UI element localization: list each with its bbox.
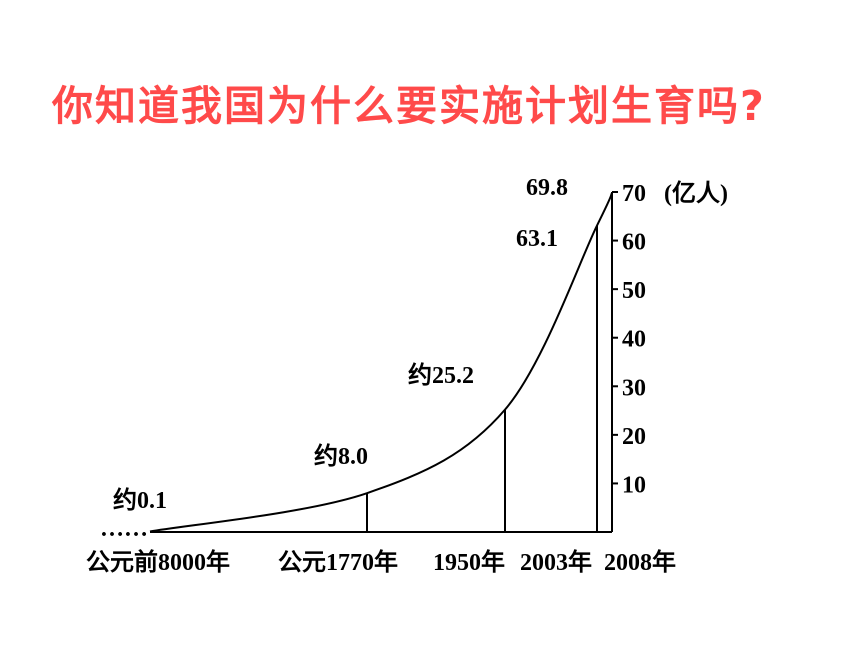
- point-label: 约0.1: [113, 486, 167, 514]
- y-tick-label: 60: [622, 230, 646, 256]
- point-label: 约25.2: [408, 361, 474, 389]
- point-label: 63.1: [516, 226, 558, 252]
- point-label: 69.8: [526, 175, 568, 201]
- y-tick-label: 50: [622, 278, 646, 304]
- page-title: 你知道我国为什么要实施计划生育吗?: [52, 82, 766, 130]
- x-tick-label: 公元前8000年: [86, 548, 230, 576]
- y-tick-label: 10: [622, 472, 646, 498]
- x-tick-labels: 公元前8000年 公元1770年 1950年 2003年 2008年: [86, 548, 676, 576]
- y-axis: 10 20 30 40 50 60 70 (亿人): [611, 180, 728, 532]
- point-label: 约8.0: [314, 442, 368, 470]
- point-labels: 约0.1 约8.0 约25.2 63.1 69.8: [113, 175, 568, 514]
- x-tick-label: 2008年: [604, 548, 676, 576]
- population-curve: [149, 192, 613, 533]
- x-tick-label: 1950年: [433, 548, 505, 576]
- y-ticks: 10 20 30 40 50 60 70: [612, 181, 646, 498]
- y-tick-label: 20: [622, 424, 646, 450]
- y-tick-label: 30: [622, 375, 646, 401]
- leading-dots: ……: [100, 516, 148, 542]
- x-tick-label: 2003年: [520, 548, 592, 576]
- x-tick-label: 公元1770年: [278, 548, 398, 576]
- y-tick-label: 40: [622, 327, 646, 353]
- drop-lines: [366, 225, 598, 532]
- y-unit-label: (亿人): [664, 180, 728, 207]
- y-tick-label: 70: [622, 181, 646, 207]
